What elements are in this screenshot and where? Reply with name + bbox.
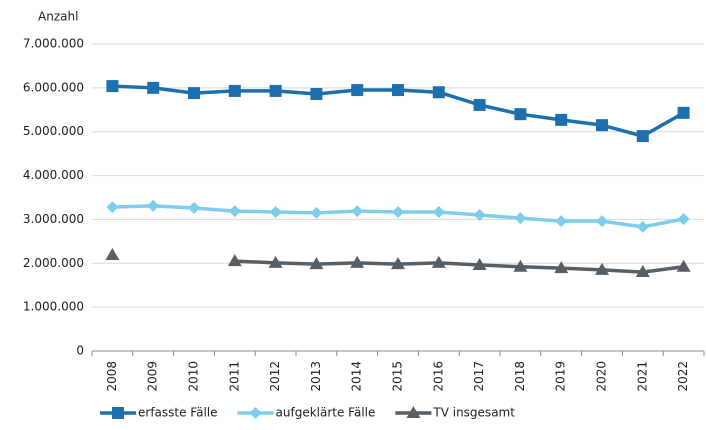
data-point xyxy=(105,247,120,260)
data-point xyxy=(513,259,528,272)
x-tick-label: 2014 xyxy=(350,361,364,392)
x-tick-label: 2015 xyxy=(391,361,405,392)
data-point xyxy=(269,205,282,218)
x-tick-label: 2018 xyxy=(513,361,527,392)
data-point xyxy=(392,205,404,218)
data-point xyxy=(391,257,405,270)
data-point xyxy=(310,87,323,100)
x-tick-label: 2010 xyxy=(187,361,201,392)
legend-marker xyxy=(112,407,124,419)
data-point xyxy=(596,119,608,132)
data-point xyxy=(555,113,568,126)
data-point xyxy=(351,205,364,218)
data-point xyxy=(188,202,200,215)
data-point xyxy=(392,84,404,97)
data-point xyxy=(431,255,446,268)
data-point xyxy=(188,87,200,100)
data-point xyxy=(554,261,569,274)
data-point xyxy=(147,81,160,94)
y-tick-label: 0 xyxy=(76,344,84,358)
y-tick-label: 2.000.000 xyxy=(23,256,84,270)
data-point xyxy=(473,98,486,111)
y-axis-label: Anzahl xyxy=(38,10,78,24)
x-tick-label: 2022 xyxy=(676,361,690,392)
data-point xyxy=(677,212,690,225)
data-point xyxy=(227,254,242,267)
legend-label: aufgeklärte Fälle xyxy=(276,406,376,420)
x-tick-label: 2017 xyxy=(472,361,486,392)
x-tick-label: 2020 xyxy=(595,361,609,392)
data-point xyxy=(677,106,690,119)
data-point xyxy=(309,257,324,270)
data-point xyxy=(147,199,160,212)
data-point xyxy=(635,265,650,278)
data-point xyxy=(555,215,568,228)
data-point xyxy=(636,220,649,233)
y-tick-label: 4.000.000 xyxy=(23,168,84,182)
data-point xyxy=(473,209,486,222)
y-tick-label: 7.000.000 xyxy=(23,37,84,51)
x-tick-label: 2021 xyxy=(635,361,649,392)
data-point xyxy=(514,108,527,121)
data-point xyxy=(636,130,649,143)
data-point xyxy=(106,201,119,214)
data-point xyxy=(472,258,487,271)
y-tick-label: 1.000.000 xyxy=(23,300,84,314)
x-tick-label: 2019 xyxy=(554,361,568,392)
data-point xyxy=(432,205,445,218)
legend-marker xyxy=(249,407,262,419)
x-tick-label: 2012 xyxy=(268,361,282,392)
x-tick-label: 2013 xyxy=(309,361,323,392)
y-tick-label: 5.000.000 xyxy=(23,124,84,138)
data-point xyxy=(595,262,609,275)
y-tick-label: 3.000.000 xyxy=(23,212,84,226)
data-point xyxy=(269,84,282,97)
legend-marker xyxy=(406,406,421,418)
data-point xyxy=(351,84,364,97)
x-tick-label: 2011 xyxy=(227,361,241,392)
data-point xyxy=(432,86,445,99)
x-tick-label: 2009 xyxy=(146,361,160,392)
legend-label: TV insgesamt xyxy=(432,406,515,420)
data-point xyxy=(350,255,365,268)
y-tick-label: 6.000.000 xyxy=(23,80,84,94)
x-tick-label: 2008 xyxy=(105,361,119,392)
data-point xyxy=(228,84,241,97)
data-point xyxy=(310,206,323,219)
legend-label: erfasste Fälle xyxy=(138,406,218,420)
x-tick-label: 2016 xyxy=(431,361,445,392)
data-point xyxy=(228,205,241,218)
data-point xyxy=(596,215,608,228)
data-point xyxy=(268,255,283,268)
data-point xyxy=(514,212,527,225)
series-line xyxy=(234,259,684,274)
data-point xyxy=(676,259,691,272)
data-point xyxy=(106,80,119,93)
